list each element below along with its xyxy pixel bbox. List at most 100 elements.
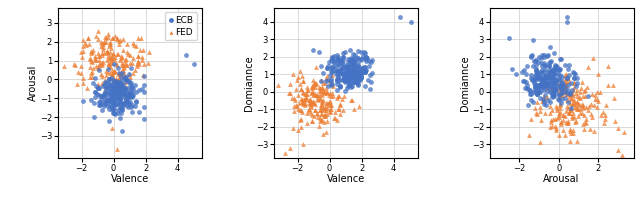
ECB [128,88,138,91]
ECB [354,71,364,75]
FED [324,110,335,114]
FED [574,90,584,94]
FED [545,111,555,115]
FED [314,125,324,128]
ECB [522,65,532,68]
ECB [113,109,124,112]
ECB [539,61,549,64]
ECB [557,81,567,84]
ECB [109,103,120,106]
ECB [136,87,147,90]
ECB [360,70,370,73]
ECB [349,56,360,60]
FED [97,64,107,67]
ECB [335,68,345,71]
ECB [522,87,532,90]
ECB [119,76,129,80]
FED [307,119,317,123]
FED [582,86,592,89]
ECB [356,57,367,60]
FED [119,66,129,69]
FED [569,99,579,102]
ECB [104,99,114,102]
ECB [550,87,560,90]
ECB [531,58,541,61]
ECB [563,67,573,70]
ECB [349,74,359,78]
FED [95,64,106,67]
ECB [103,93,113,96]
FED [564,111,575,115]
ECB [342,73,353,77]
FED [306,101,316,104]
ECB [120,96,130,99]
FED [103,71,113,74]
FED [557,118,568,121]
ECB [107,97,117,101]
ECB [353,69,364,73]
FED [570,85,580,88]
ECB [109,85,120,88]
ECB [328,59,338,62]
ECB [100,103,111,106]
ECB [127,91,137,94]
FED [97,41,107,44]
ECB [356,76,367,79]
FED [333,95,344,98]
FED [83,36,93,40]
ECB [111,96,121,100]
ECB [333,69,344,73]
ECB [547,69,557,73]
ECB [114,89,124,92]
FED [310,86,320,89]
FED [330,117,340,120]
ECB [338,78,348,82]
ECB [550,80,560,83]
FED [318,98,328,101]
ECB [348,70,358,73]
FED [119,71,129,74]
ECB [350,70,360,74]
ECB [123,80,133,83]
FED [322,112,332,115]
ECB [104,107,115,110]
ECB [550,89,561,92]
ECB [104,77,114,80]
ECB [535,83,545,86]
FED [91,58,101,62]
ECB [340,89,350,92]
ECB [518,79,529,82]
ECB [550,80,561,83]
ECB [541,55,552,58]
ECB [536,77,546,80]
FED [561,91,571,94]
Y-axis label: Domiannce: Domiannce [244,55,254,111]
FED [118,66,128,69]
FED [328,85,338,88]
FED [317,112,328,115]
FED [337,109,348,112]
ECB [549,80,559,83]
ECB [543,81,554,84]
ECB [355,76,365,79]
ECB [539,81,549,84]
ECB [340,67,351,70]
ECB [124,96,134,99]
FED [109,69,119,72]
FED [131,45,141,48]
FED [97,94,108,98]
FED [301,96,311,99]
FED [572,139,582,142]
ECB [106,90,116,93]
FED [303,98,314,102]
FED [104,63,114,66]
ECB [541,73,552,76]
ECB [543,61,554,65]
FED [100,73,111,76]
ECB [127,86,138,89]
ECB [116,83,127,86]
ECB [343,72,353,75]
ECB [90,115,100,118]
FED [90,54,100,58]
ECB [114,98,124,101]
